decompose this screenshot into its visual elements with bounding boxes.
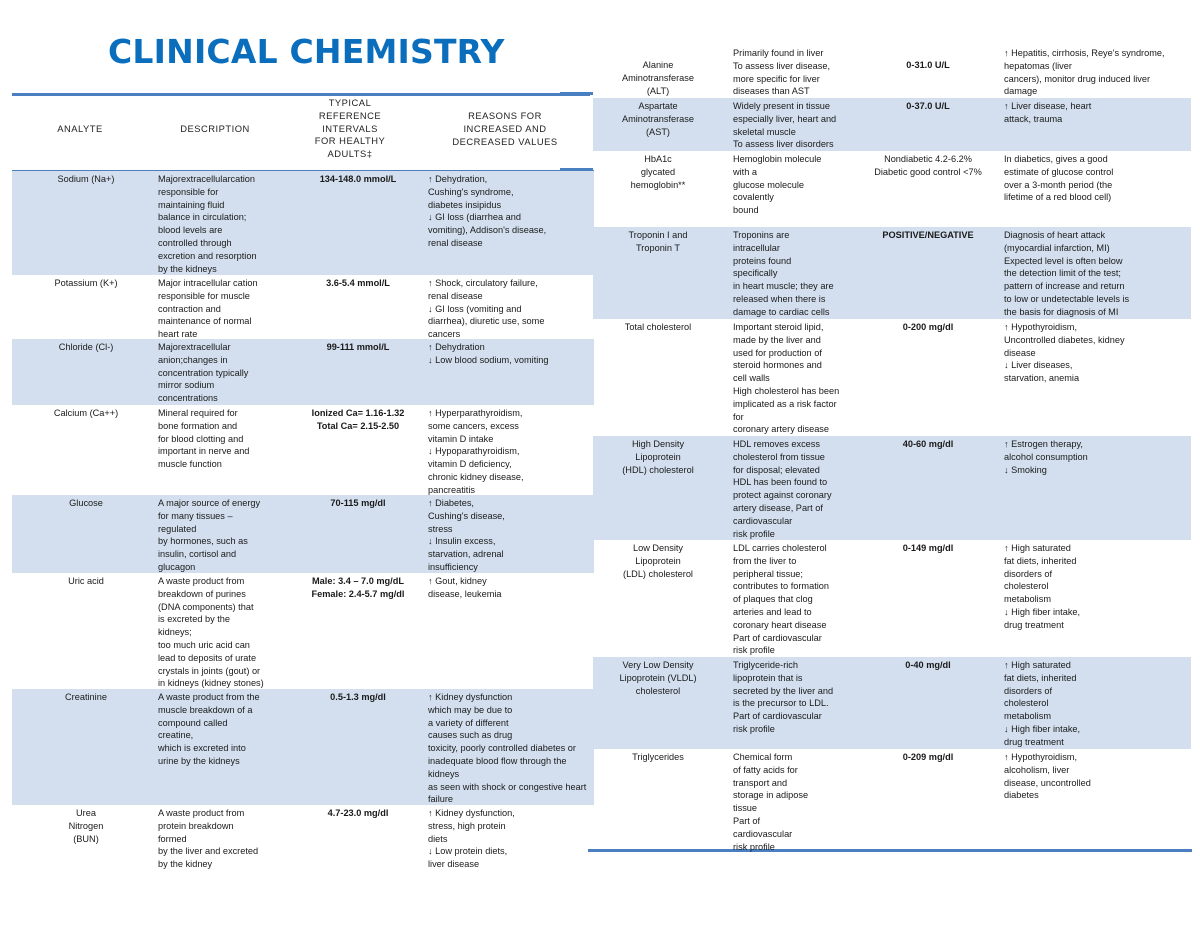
- analyte-name: Alanine Aminotransferase (ALT): [621, 60, 694, 96]
- reasons-text: ↑ Gout, kidney disease, leukemia: [428, 576, 502, 599]
- analyte-description: Majorextracellular anion;changes in conc…: [158, 342, 249, 404]
- analyte-name: Glucose: [69, 498, 103, 508]
- analyte-description: A waste product from protein breakdown f…: [158, 808, 259, 870]
- column-header-reasons: REASONS FOR INCREASED AND DECREASED VALU…: [452, 110, 558, 147]
- analyte-name: Calcium (Ca++): [53, 408, 119, 418]
- reference-interval: 0-149 mg/dl: [902, 543, 954, 553]
- reasons-text: ↑ Hyperparathyroidism, some cancers, exc…: [428, 408, 524, 495]
- reference-interval: 4.7-23.0 mg/dl: [327, 808, 389, 818]
- analyte-name: Troponin I and Troponin T: [628, 230, 688, 253]
- reasons-text: ↑ Hypothyroidism, Uncontrolled diabetes,…: [1004, 322, 1125, 384]
- reference-interval: 0-209 mg/dl: [902, 752, 954, 762]
- reference-interval: 0-200 mg/dl: [902, 322, 954, 332]
- column-header-reference: TYPICAL REFERENCE INTERVALS FOR HEALTHY …: [314, 97, 386, 160]
- right-table-bottom-rule: [588, 849, 1192, 852]
- analyte-description: A major source of energy for many tissue…: [158, 498, 261, 572]
- analyte-name: Low Density Lipoprotein (LDL) cholestero…: [623, 543, 693, 579]
- reasons-text: Diagnosis of heart attack (myocardial in…: [1004, 230, 1130, 317]
- reference-interval: Male: 3.4 – 7.0 mg/dL Female: 2.4-5.7 mg…: [311, 576, 405, 599]
- analyte-name: Uric acid: [68, 576, 104, 586]
- table-row-vldl: Very Low Density Lipoprotein (VLDL) chol…: [593, 657, 1191, 749]
- analyte-description: Mineral required for bone formation and …: [158, 408, 250, 470]
- reasons-text: ↑ Hypothyroidism, alcoholism, liver dise…: [1004, 752, 1091, 801]
- reasons-text: ↑ Dehydration ↓ Low blood sodium, vomiti…: [428, 342, 549, 365]
- left-table-header: ANALYTE DESCRIPTION TYPICAL REFERENCE IN…: [0, 96, 594, 170]
- analyte-description: Major intracellular cation responsible f…: [158, 278, 258, 340]
- table-row-uric-acid: Uric acid A waste product from breakdown…: [12, 573, 594, 689]
- table-row-ast: Aspartate Aminotransferase (AST) Widely …: [593, 98, 1191, 151]
- analyte-name: Very Low Density Lipoprotein (VLDL) chol…: [619, 660, 697, 696]
- reasons-text: ↑ Dehydration, Cushing's syndrome, diabe…: [428, 174, 547, 248]
- analyte-name: High Density Lipoprotein (HDL) cholester…: [622, 439, 694, 475]
- page-title: CLINICAL CHEMISTRY: [108, 32, 505, 71]
- table-row-calcium: Calcium (Ca++) Mineral required for bone…: [12, 405, 594, 495]
- reference-interval: 0.5-1.3 mg/dl: [330, 692, 386, 702]
- reasons-text: ↑ Kidney dysfunction which may be due to…: [428, 692, 587, 805]
- analyte-description: A waste product from breakdown of purine…: [158, 576, 264, 689]
- reasons-text: ↑ Estrogen therapy, alcohol consumption …: [1004, 439, 1088, 475]
- reasons-text: ↑ Liver disease, heart attack, trauma: [1004, 101, 1092, 124]
- analyte-description: LDL carries cholesterol from the liver t…: [733, 543, 830, 656]
- analyte-name: Urea Nitrogen (BUN): [68, 808, 104, 844]
- table-row-urea-nitrogen: Urea Nitrogen (BUN) A waste product from…: [12, 805, 594, 875]
- analyte-description: Troponins are intracellular proteins fou…: [733, 230, 834, 317]
- reasons-text: ↑ High saturated fat diets, inherited di…: [1004, 543, 1081, 630]
- table-row-triglycerides: Triglycerides Chemical form of fatty aci…: [593, 749, 1191, 852]
- reference-interval: POSITIVE/NEGATIVE: [882, 230, 974, 240]
- reference-interval: 40-60 mg/dl: [902, 439, 954, 449]
- reasons-text: ↑ High saturated fat diets, inherited di…: [1004, 660, 1081, 747]
- table-row-chloride: Chloride (Cl-) Majorextracellular anion;…: [12, 339, 594, 405]
- table-row-alt: Alanine Aminotransferase (ALT) Primarily…: [593, 45, 1191, 98]
- analyte-description: Hemoglobin molecule with a glucose molec…: [733, 154, 822, 216]
- right-table-rule-2: [560, 168, 593, 171]
- table-row-ldl: Low Density Lipoprotein (LDL) cholestero…: [593, 540, 1191, 657]
- right-table-top-rule: [560, 92, 593, 95]
- header-top-rule: [12, 93, 590, 96]
- table-row-troponin: Troponin I and Troponin T Troponins are …: [593, 227, 1191, 319]
- analyte-description: A waste product from the muscle breakdow…: [158, 692, 260, 766]
- table-row-glucose: Glucose A major source of energy for man…: [12, 495, 594, 573]
- table-row-hdl: High Density Lipoprotein (HDL) cholester…: [593, 436, 1191, 540]
- column-header-analyte: ANALYTE: [57, 123, 103, 134]
- reasons-text: ↑ Diabetes, Cushing's disease, stress ↓ …: [428, 498, 505, 572]
- analyte-description: Primarily found in liver To assess liver…: [733, 48, 831, 97]
- analyte-name: HbA1c glycated hemoglobin**: [630, 154, 686, 190]
- reference-interval: 3.6-5.4 mmol/L: [326, 278, 390, 288]
- reasons-text: ↑ Hepatitis, cirrhosis, Reye's syndrome,…: [1004, 48, 1165, 97]
- reasons-text: In diabetics, gives a good estimate of g…: [1004, 154, 1114, 203]
- analyte-name: Triglycerides: [632, 752, 684, 762]
- analyte-name: Total cholesterol: [624, 322, 692, 332]
- reasons-text: ↑ Shock, circulatory failure, renal dise…: [428, 278, 545, 340]
- analyte-description: Important steroid lipid, made by the liv…: [733, 322, 840, 435]
- analyte-name: Chloride (Cl-): [58, 342, 114, 352]
- reference-interval: 134-148.0 mmol/L: [319, 174, 397, 184]
- analyte-description: Triglyceride-rich lipoprotein that is se…: [733, 660, 834, 734]
- analyte-name: Sodium (Na+): [57, 174, 115, 184]
- analyte-description: Widely present in tissue especially live…: [733, 101, 837, 150]
- table-row-total-cholesterol: Total cholesterol Important steroid lipi…: [593, 319, 1191, 436]
- reference-interval: Ionized Ca= 1.16-1.32 Total Ca= 2.15-2.5…: [311, 408, 405, 431]
- right-table: Alanine Aminotransferase (ALT) Primarily…: [593, 45, 1191, 852]
- table-row-hba1c: HbA1c glycated hemoglobin** Hemoglobin m…: [593, 151, 1191, 227]
- table-row-creatinine: Creatinine A waste product from the musc…: [12, 689, 594, 805]
- analyte-name: Creatinine: [65, 692, 107, 702]
- analyte-name: Aspartate Aminotransferase (AST): [621, 101, 694, 137]
- reference-interval: 0-37.0 U/L: [906, 101, 950, 111]
- analyte-description: Majorextracellularcation responsible for…: [158, 174, 257, 274]
- reference-interval: 99-111 mmol/L: [326, 342, 390, 352]
- analyte-description: Chemical form of fatty acids for transpo…: [733, 752, 809, 852]
- table-row-potassium: Potassium (K+) Major intracellular catio…: [12, 275, 594, 339]
- table-row-sodium: Sodium (Na+) Majorextracellularcation re…: [12, 171, 594, 275]
- reference-interval: Nondiabetic 4.2-6.2% Diabetic good contr…: [874, 154, 982, 177]
- left-table: Sodium (Na+) Majorextracellularcation re…: [12, 171, 594, 877]
- reference-interval: 0-31.0 U/L: [906, 60, 950, 70]
- reasons-text: ↑ Kidney dysfunction, stress, high prote…: [428, 808, 515, 870]
- column-header-description: DESCRIPTION: [180, 123, 250, 134]
- analyte-name: Potassium (K+): [54, 278, 118, 288]
- analyte-description: HDL removes excess cholesterol from tiss…: [733, 439, 832, 539]
- reference-interval: 0-40 mg/dl: [905, 660, 951, 670]
- reference-interval: 70-115 mg/dl: [330, 498, 386, 508]
